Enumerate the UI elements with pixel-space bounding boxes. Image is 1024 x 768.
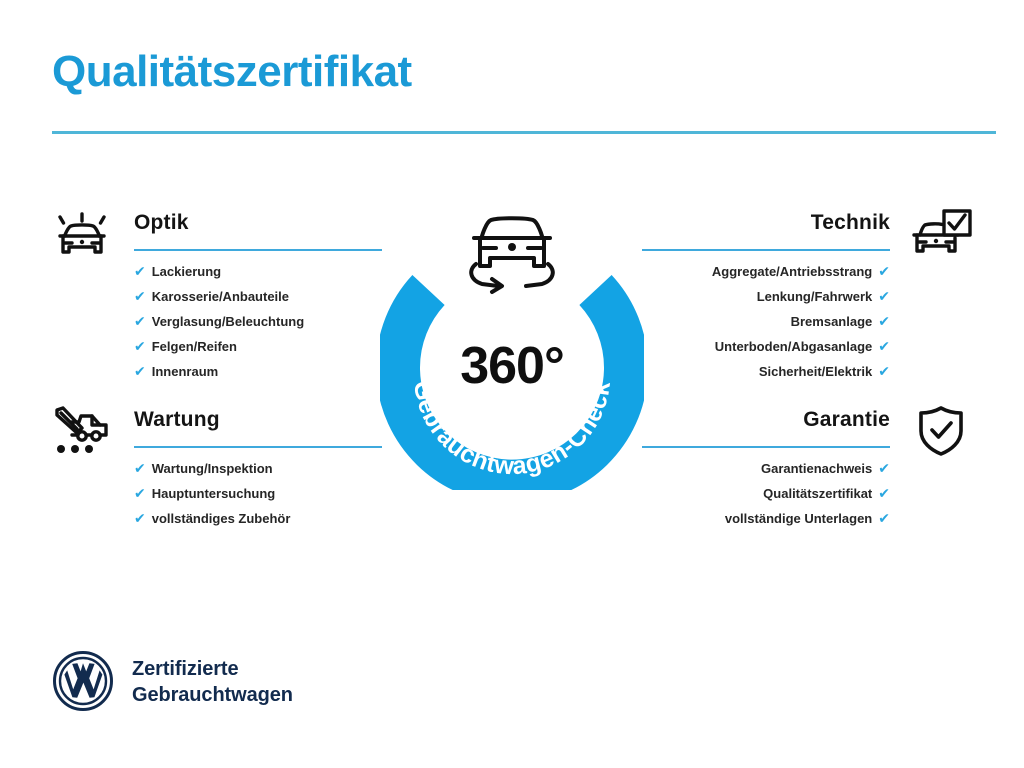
section-garantie-list: Garantienachweis ✔ Qualitätszertifikat ✔ v… — [642, 456, 972, 531]
list-item-label: Innenraum — [151, 364, 219, 379]
footer-logo-text: Zertifizierte Gebrauchtwagen — [132, 656, 293, 708]
list-item: ✔ Lackierung — [134, 259, 382, 284]
list-item: ✔ Verglasung/Beleuchtung — [134, 309, 382, 334]
check-icon: ✔ — [878, 338, 890, 354]
section-technik-list: Aggregate/Antriebsstrang ✔ Lenkung/Fahrwe… — [642, 259, 972, 384]
list-item-label: Hauptuntersuchung — [151, 486, 276, 501]
list-item: Unterboden/Abgasanlage ✔ — [642, 334, 890, 359]
section-optik: Optik ✔ Lackierung ✔ Karosserie/Anbauteile… — [52, 205, 382, 384]
list-item: Aggregate/Antriebsstrang ✔ — [642, 259, 890, 284]
section-garantie-underline — [642, 446, 890, 448]
footer-logo-line1: Zertifizierte — [132, 658, 239, 680]
section-technik: Technik Aggregate/Antriebsstrang ✔ Lenkun… — [642, 205, 972, 384]
section-wartung: Wartung ✔ Wartung/Inspektion ✔ Hauptunters… — [52, 402, 382, 531]
badge-ring: Gebrauchtwagen-Check — [376, 262, 648, 504]
car-checkbox-icon — [906, 205, 976, 263]
list-item-label: Lenkung/Fahrwerk — [756, 289, 873, 304]
list-item: Qualitätszertifikat ✔ — [642, 481, 890, 506]
section-garantie: Garantie Garantienachweis ✔ Qualitätszert… — [642, 402, 972, 531]
section-technik-title: Technik — [810, 211, 890, 234]
list-item-label: Garantienachweis — [760, 461, 873, 476]
list-item: ✔ Felgen/Reifen — [134, 334, 382, 359]
list-item: vollständige Unterlagen ✔ — [642, 506, 890, 531]
car-shine-icon — [48, 205, 118, 263]
section-optik-title: Optik — [134, 211, 189, 234]
list-item-label: Sicherheit/Elektrik — [758, 364, 873, 379]
check-icon: ✔ — [134, 363, 146, 379]
check-icon: ✔ — [878, 485, 890, 501]
check-icon: ✔ — [134, 510, 146, 526]
check-icon: ✔ — [878, 460, 890, 476]
check-icon: ✔ — [878, 313, 890, 329]
list-item-label: Felgen/Reifen — [151, 339, 237, 354]
badge-value: 360° — [460, 337, 565, 395]
section-garantie-title: Garantie — [803, 408, 890, 431]
footer-logo-lockup: Zertifizierte Gebrauchtwagen — [52, 650, 412, 724]
list-item: Lenkung/Fahrwerk ✔ — [642, 284, 890, 309]
section-wartung-underline — [134, 446, 382, 448]
list-item: Bremsanlage ✔ — [642, 309, 890, 334]
list-item-label: Lackierung — [151, 264, 222, 279]
badge-360-check: Gebrauchtwagen-Check 360° — [376, 200, 648, 504]
footer-logo-line2: Gebrauchtwagen — [132, 684, 293, 706]
list-item-label: vollständige Unterlagen — [724, 511, 873, 526]
section-garantie-header: Garantie — [642, 402, 972, 456]
car-rotate-icon — [452, 200, 572, 298]
list-item-label: Qualitätszertifikat — [763, 486, 873, 501]
check-icon: ✔ — [134, 288, 146, 304]
volkswagen-logo — [52, 650, 114, 712]
section-wartung-title: Wartung — [134, 408, 220, 431]
list-item-label: Wartung/Inspektion — [151, 461, 273, 476]
list-item: ✔ Wartung/Inspektion — [134, 456, 382, 481]
section-technik-underline — [642, 249, 890, 251]
check-icon: ✔ — [134, 338, 146, 354]
check-icon: ✔ — [134, 313, 146, 329]
title-divider — [52, 131, 996, 134]
list-item-label: Aggregate/Antriebsstrang — [711, 264, 873, 279]
car-service-tool-icon — [48, 402, 118, 460]
list-item: ✔ Hauptuntersuchung — [134, 481, 382, 506]
list-item: ✔ Innenraum — [134, 359, 382, 384]
check-icon: ✔ — [134, 263, 146, 279]
list-item-label: Karosserie/Anbauteile — [151, 289, 290, 304]
section-wartung-header: Wartung — [52, 402, 382, 456]
list-item-label: Unterboden/Abgasanlage — [714, 339, 873, 354]
check-icon: ✔ — [134, 485, 146, 501]
check-icon: ✔ — [878, 363, 890, 379]
list-item: ✔ Karosserie/Anbauteile — [134, 284, 382, 309]
check-icon: ✔ — [878, 263, 890, 279]
page-title: Qualitätszertifikat — [52, 47, 412, 96]
section-optik-underline — [134, 249, 382, 251]
section-wartung-list: ✔ Wartung/Inspektion ✔ Hauptuntersuchung ✔… — [52, 456, 382, 531]
list-item-label: vollständiges Zubehör — [151, 511, 291, 526]
list-item-label: Bremsanlage — [790, 314, 873, 329]
list-item-label: Verglasung/Beleuchtung — [151, 314, 305, 329]
check-icon: ✔ — [878, 288, 890, 304]
list-item: Sicherheit/Elektrik ✔ — [642, 359, 890, 384]
section-optik-header: Optik — [52, 205, 382, 259]
section-technik-header: Technik — [642, 205, 972, 259]
shield-check-icon — [906, 402, 976, 460]
list-item: Garantienachweis ✔ — [642, 456, 890, 481]
section-optik-list: ✔ Lackierung ✔ Karosserie/Anbauteile ✔ Verg… — [52, 259, 382, 384]
list-item: ✔ vollständiges Zubehör — [134, 506, 382, 531]
check-icon: ✔ — [134, 460, 146, 476]
check-icon: ✔ — [878, 510, 890, 526]
